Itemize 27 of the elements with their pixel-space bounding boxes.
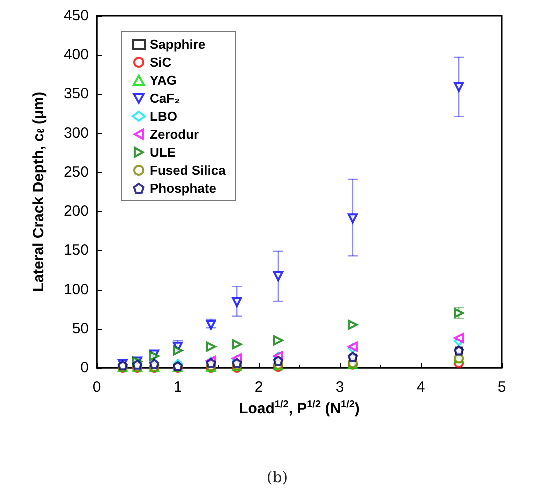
legend-label: CaF₂ [150,91,181,106]
y-tick-label: 450 [64,8,89,24]
y-tick-label: 0 [80,360,89,376]
legend-label: Sapphire [150,37,206,52]
legend-label: SiC [150,55,172,70]
x-tick-label: 3 [336,379,344,396]
y-tick-label: 350 [64,86,89,103]
legend-label: LBO [150,109,178,124]
y-tick-label: 100 [64,281,89,298]
text: (b) [266,468,288,486]
x-tick-label: 5 [498,379,506,396]
y-tick-label: 250 [64,164,89,181]
legend-label: YAG [150,73,177,88]
x-tick-label: 4 [416,379,426,396]
x-tick-label: 0 [92,379,102,396]
legend-label: Fused Silica [150,163,227,178]
legend-label: Zerodur [150,127,200,142]
x-tick-label: 1 [174,379,182,396]
y-tick-label: 400 [64,46,89,64]
x-tick-label: 2 [254,379,264,396]
y-tick-label: 150 [64,242,89,260]
y-tick-label: 50 [72,320,89,338]
legend-label: Phosphate [150,181,216,196]
y-axis-title: Lateral Crack Depth, cℓ (μm) [30,92,48,292]
y-tick-label: 300 [64,124,89,142]
legend-label: ULE [150,145,176,160]
y-tick-label: 200 [64,203,89,220]
